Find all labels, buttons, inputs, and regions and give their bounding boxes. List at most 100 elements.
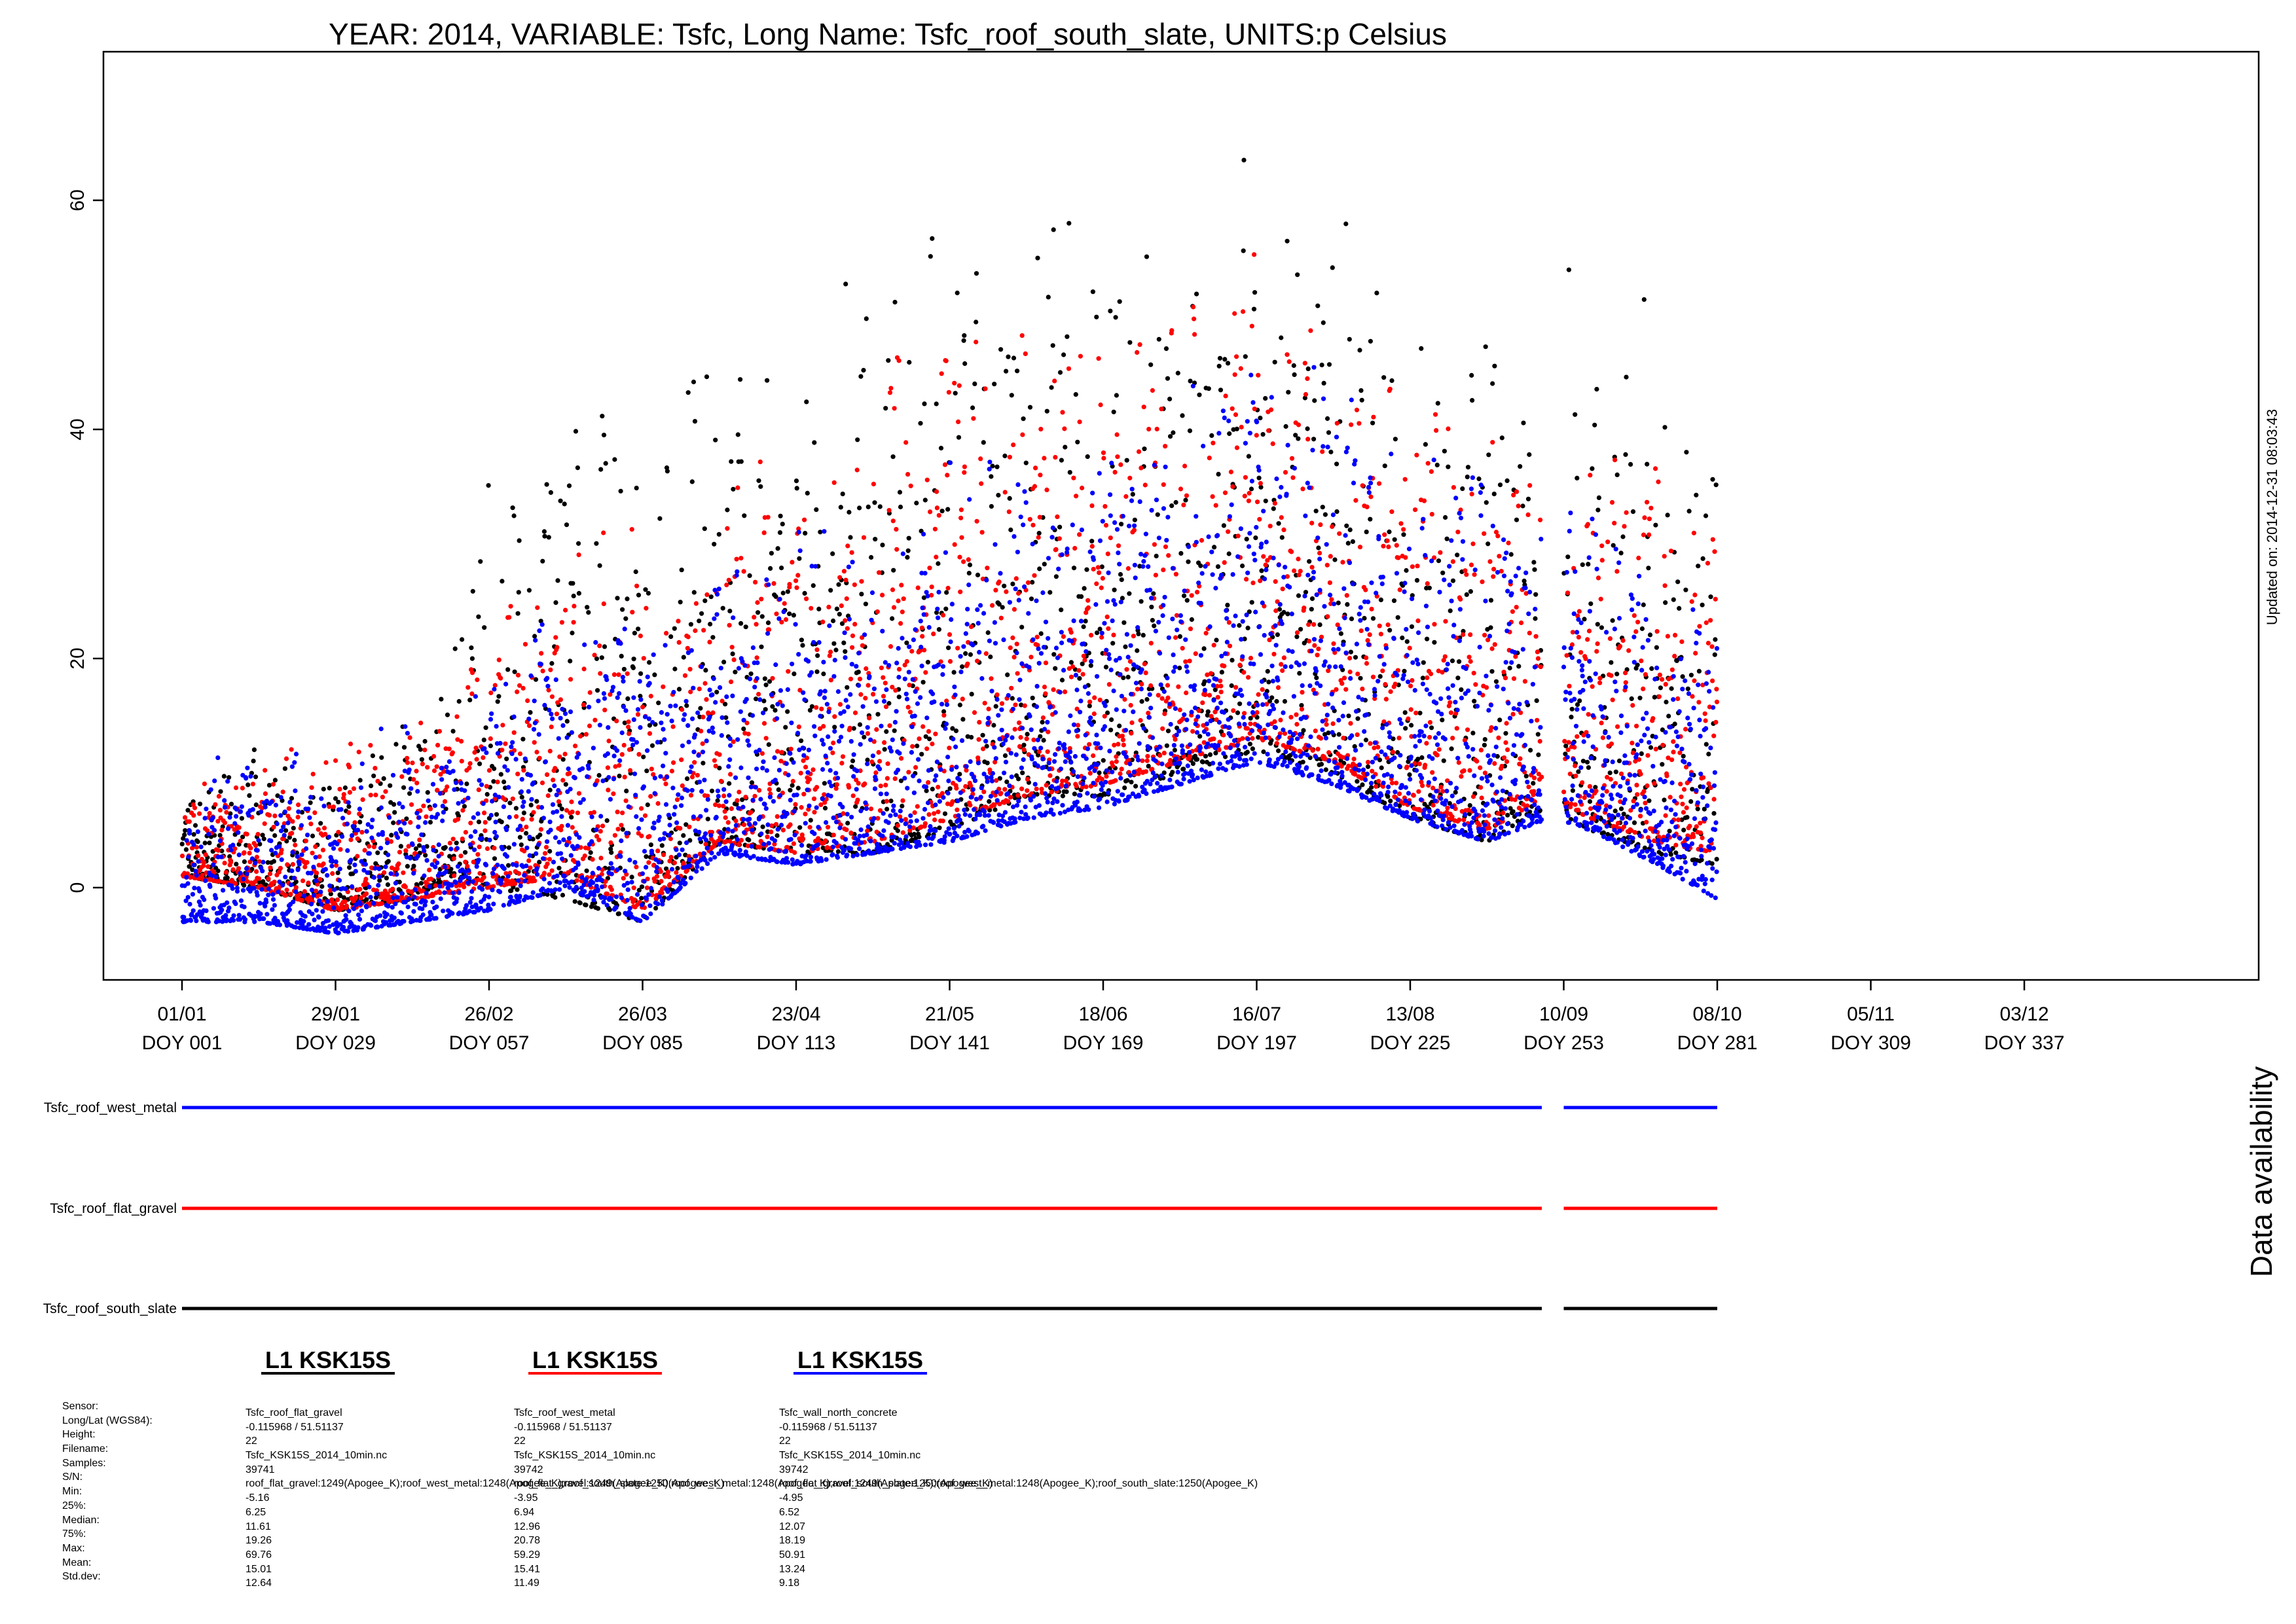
data-point	[560, 892, 566, 898]
data-point	[1019, 624, 1025, 630]
data-point	[1100, 575, 1105, 581]
data-point	[783, 617, 789, 623]
data-point	[901, 596, 906, 602]
data-point	[1277, 607, 1283, 612]
data-point	[1349, 616, 1355, 622]
data-point	[1473, 682, 1478, 687]
data-point	[712, 541, 717, 547]
data-point	[957, 383, 962, 388]
data-point	[801, 791, 807, 797]
data-point	[1708, 618, 1713, 623]
data-point	[763, 707, 768, 712]
data-point	[906, 770, 911, 775]
data-point	[835, 849, 841, 854]
data-point	[980, 732, 985, 738]
data-point	[934, 610, 939, 615]
data-point	[855, 797, 860, 803]
data-point	[765, 514, 771, 520]
data-point	[1211, 643, 1216, 648]
data-point	[1170, 770, 1175, 775]
data-point	[1102, 713, 1107, 719]
data-point	[721, 659, 727, 665]
data-point	[807, 776, 812, 782]
data-point	[1078, 353, 1083, 359]
data-point	[1382, 532, 1387, 537]
data-point	[289, 796, 295, 801]
data-point	[270, 782, 276, 787]
data-point	[327, 785, 332, 791]
data-point	[1482, 737, 1487, 742]
data-point	[1010, 635, 1015, 641]
data-point	[1258, 484, 1264, 490]
data-point	[296, 802, 301, 808]
data-point	[1639, 626, 1645, 632]
data-point	[191, 832, 196, 837]
data-point	[1388, 689, 1393, 695]
data-point	[1531, 789, 1537, 794]
data-point	[1011, 655, 1017, 660]
data-point	[779, 619, 784, 625]
data-point	[1658, 685, 1663, 691]
data-point	[395, 866, 400, 871]
data-point	[1129, 780, 1134, 785]
data-point	[754, 622, 759, 627]
data-point	[1254, 710, 1260, 715]
data-point	[473, 746, 479, 751]
data-point	[780, 522, 785, 527]
data-point	[1067, 470, 1072, 475]
data-point	[803, 531, 808, 536]
data-point	[187, 831, 192, 836]
data-point	[1081, 653, 1086, 659]
data-point	[562, 501, 567, 507]
data-point	[1649, 505, 1654, 511]
data-point	[632, 630, 638, 636]
data-point	[1231, 708, 1236, 713]
data-point	[1358, 388, 1364, 393]
data-point	[404, 816, 409, 821]
data-point	[969, 734, 974, 740]
data-point	[1587, 799, 1593, 804]
data-point	[723, 702, 728, 707]
data-point	[1380, 668, 1385, 674]
data-point	[253, 774, 259, 780]
data-point	[1183, 497, 1188, 503]
data-point	[856, 781, 861, 786]
data-point	[313, 844, 318, 849]
data-point	[861, 535, 867, 540]
data-point	[783, 725, 788, 730]
data-point	[1190, 729, 1195, 734]
data-point	[250, 782, 255, 787]
data-point	[568, 659, 573, 664]
data-point	[778, 759, 784, 764]
data-point	[500, 723, 505, 728]
data-point	[1212, 545, 1217, 550]
data-point	[319, 884, 325, 889]
data-point	[422, 748, 428, 753]
data-point	[685, 868, 690, 873]
data-point	[1232, 311, 1237, 316]
data-point	[907, 682, 912, 688]
data-point	[1249, 323, 1254, 329]
data-point	[1711, 811, 1717, 816]
data-point	[1365, 638, 1370, 643]
data-point	[1404, 765, 1410, 770]
data-point	[1061, 352, 1066, 357]
data-point	[594, 834, 600, 839]
data-point	[1374, 784, 1379, 789]
data-point	[1198, 563, 1203, 568]
data-point	[883, 680, 888, 686]
data-point	[1429, 725, 1434, 731]
data-point	[915, 804, 920, 809]
data-point	[905, 704, 911, 710]
data-point	[1171, 430, 1176, 435]
data-point	[1324, 562, 1330, 568]
data-point	[548, 490, 554, 496]
data-point	[785, 844, 790, 850]
data-point	[934, 401, 939, 406]
data-point	[301, 878, 306, 884]
data-point	[1320, 449, 1325, 454]
data-point	[1536, 752, 1541, 757]
data-point	[1302, 395, 1307, 401]
data-point	[1253, 535, 1258, 541]
data-point	[646, 590, 651, 596]
